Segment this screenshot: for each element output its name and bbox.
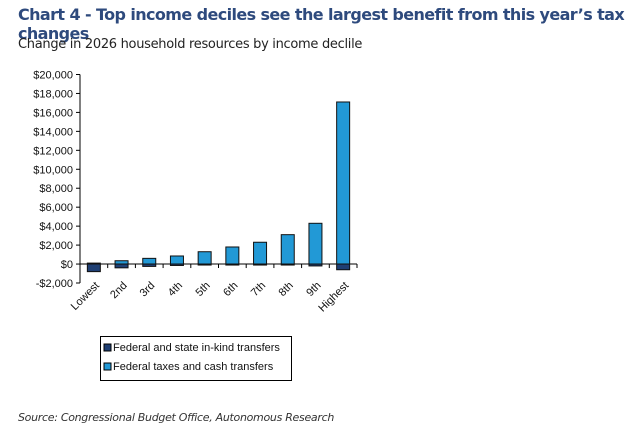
bar-federal-and-state-in-kind-transfers-lowest — [86, 263, 101, 273]
bar-federal-and-state-in-kind-transfers-7th — [253, 263, 268, 266]
legend-swatch — [103, 362, 112, 371]
x-tick-label: 9th — [304, 280, 323, 299]
bar-federal-and-state-in-kind-transfers-9th — [308, 263, 323, 267]
bar-federal-and-state-in-kind-transfers-6th — [225, 263, 240, 266]
bar-federal-and-state-in-kind-transfers-5th — [197, 263, 212, 266]
bar-federal-and-state-in-kind-transfers-3rd — [142, 263, 157, 267]
legend-box — [100, 336, 292, 381]
bar-federal-taxes-and-cash-transfers-9th — [308, 222, 323, 265]
y-tick-label: -$2,000 — [36, 278, 73, 290]
y-tick-label: $2,000 — [39, 240, 73, 252]
bar-federal-taxes-and-cash-transfers-8th — [280, 234, 295, 265]
y-tick-label: $8,000 — [39, 183, 73, 195]
y-tick-label: $20,000 — [33, 70, 73, 82]
x-tick-label: 6th — [221, 280, 240, 299]
y-tick-label: $6,000 — [39, 202, 73, 214]
x-tick-label: 5th — [193, 280, 212, 299]
bar-federal-and-state-in-kind-transfers-4th — [169, 263, 184, 266]
chart-subtitle: Change in 2026 household resources by in… — [18, 37, 363, 52]
bar-federal-and-state-in-kind-transfers-8th — [280, 263, 295, 266]
bar-federal-and-state-in-kind-transfers-2nd — [114, 263, 129, 269]
x-tick-label: 7th — [249, 280, 268, 299]
y-tick-label: $0 — [61, 259, 73, 271]
legend-label: Federal taxes and cash transfers — [113, 361, 274, 373]
x-tick-label: Highest — [316, 280, 351, 315]
bar-federal-taxes-and-cash-transfers-5th — [197, 251, 212, 265]
y-tick-label: $18,000 — [33, 88, 73, 100]
y-tick-label: $14,000 — [33, 126, 73, 138]
x-tick-label: 3rd — [138, 280, 158, 300]
x-tick-label: 8th — [277, 280, 296, 299]
y-tick-label: $4,000 — [39, 221, 73, 233]
x-tick-label: Lowest — [69, 280, 102, 313]
x-tick-label: 4th — [166, 280, 185, 299]
legend-swatch — [103, 343, 112, 352]
bar-federal-taxes-and-cash-transfers-6th — [225, 246, 240, 265]
legend-label: Federal and state in-kind transfers — [113, 342, 280, 354]
bar-federal-taxes-and-cash-transfers-7th — [253, 241, 268, 265]
bar-federal-and-state-in-kind-transfers-highest — [336, 263, 351, 271]
y-tick-label: $10,000 — [33, 164, 73, 176]
x-tick-label: 2nd — [108, 280, 129, 301]
y-tick-label: $16,000 — [33, 107, 73, 119]
bar-federal-taxes-and-cash-transfers-4th — [169, 255, 184, 265]
bar-federal-taxes-and-cash-transfers-3rd — [142, 257, 157, 265]
chart-title: Chart 4 - Top income deciles see the lar… — [18, 5, 625, 43]
bar-federal-taxes-and-cash-transfers-highest — [336, 101, 351, 265]
y-tick-label: $12,000 — [33, 145, 73, 157]
source-note: Source: Congressional Budget Office, Aut… — [18, 411, 334, 424]
